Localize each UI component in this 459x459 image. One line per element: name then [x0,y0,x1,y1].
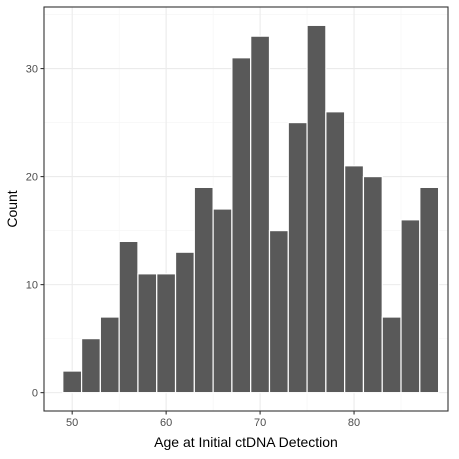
histogram-bar [62,370,83,394]
histogram-bar [80,338,101,394]
histogram-bar [250,35,271,394]
histogram-bar [156,273,177,394]
y-tick-label: 0 [32,388,38,400]
x-axis-title: Age at Initial ctDNA Detection [154,434,338,450]
y-tick-labels: 0 10 20 30 [26,64,38,400]
histogram-bar [325,111,346,394]
x-tick-label: 70 [254,417,266,429]
x-tick-label: 50 [66,417,78,429]
histogram-bar [419,186,440,394]
y-tick-label: 10 [26,280,38,292]
histogram-bar [99,316,120,394]
histogram-bar [306,24,327,394]
axis-ticks [40,68,355,415]
histogram-bar [362,175,383,394]
histogram-bar [118,240,139,394]
y-tick-label: 30 [26,64,38,76]
histogram-bar [212,208,233,394]
histogram-bar [193,186,214,394]
histogram-bar [381,316,402,394]
x-tick-label: 60 [160,417,172,429]
y-axis-title: Count [4,190,20,227]
histogram-bar [268,230,289,394]
histogram-bar [400,219,421,394]
x-tick-labels: 50 60 70 80 [66,417,360,429]
histogram-bar [174,251,195,394]
histogram-bar [137,273,158,394]
panel-border [43,6,449,412]
histogram-bar [344,165,365,394]
histogram-bar [231,57,252,394]
y-tick-label: 20 [26,172,38,184]
histogram-bar [287,121,308,394]
histogram-bars [62,24,440,394]
x-tick-label: 80 [348,417,360,429]
